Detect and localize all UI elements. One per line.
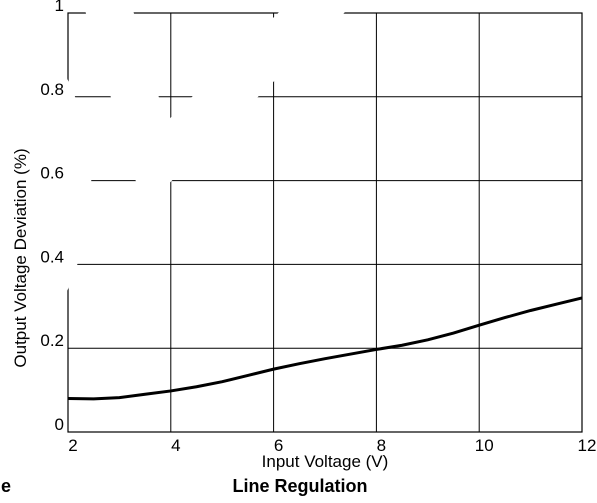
watermark-c	[0, 18, 92, 345]
caption-fragment: e	[1, 476, 11, 496]
y-tick-label: 0.4	[40, 247, 64, 266]
y-tick-label: 0.6	[40, 164, 64, 183]
watermark-v	[81, 0, 358, 209]
chart-title: Line Regulation	[233, 476, 368, 496]
x-axis-label: Input Voltage (V)	[262, 452, 389, 471]
data-line	[67, 296, 583, 401]
y-axis-label: Output Voltage Deviation (%)	[11, 148, 30, 367]
x-tick-label: 8	[377, 436, 386, 455]
y-tick-label: 1	[55, 0, 64, 15]
x-tick-label: 4	[171, 436, 180, 455]
watermark	[0, 0, 358, 345]
x-tick-label: 12	[578, 436, 597, 455]
x-tick-label: 6	[274, 436, 283, 455]
x-tick-label: 2	[68, 436, 77, 455]
y-tick-label: 0.8	[40, 80, 64, 99]
y-tick-label: 0.2	[40, 331, 64, 350]
x-tick-label: 10	[475, 436, 494, 455]
y-tick-label: 0	[55, 415, 64, 434]
